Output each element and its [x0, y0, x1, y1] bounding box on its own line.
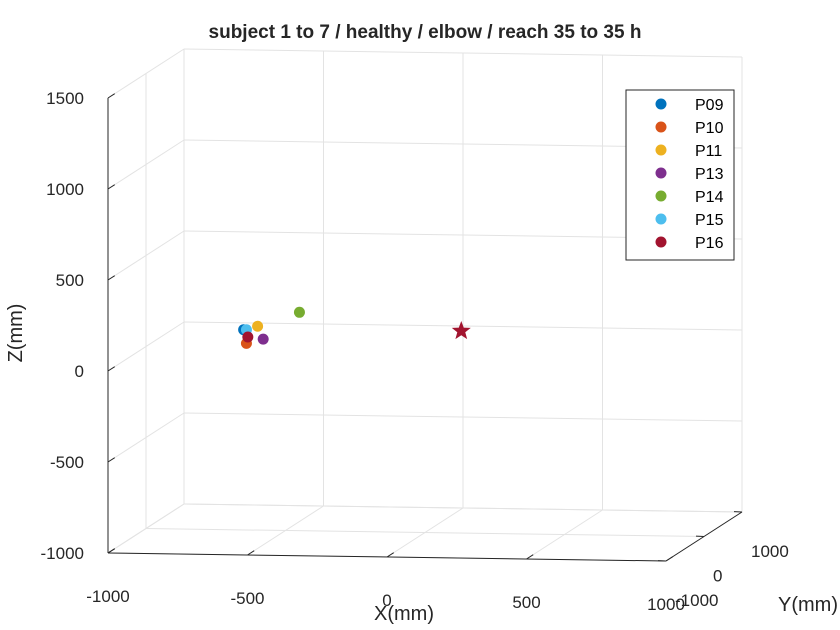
z-axis-label: Z(mm): [5, 304, 27, 363]
data-point-p16: [242, 331, 254, 343]
y-tick-label: 0: [713, 567, 722, 586]
grid-line: [183, 412, 743, 422]
legend: P09 P10 P11 P13 P14 P15 P16: [625, 89, 735, 261]
x-tick-mark: [247, 550, 255, 556]
x-tick-label: 1000: [647, 595, 685, 614]
x-tick-label: -1000: [86, 587, 129, 606]
x-tick-label: 0: [382, 591, 391, 610]
legend-label: P15: [695, 212, 724, 229]
x-tick-mark: [386, 552, 394, 558]
grid-line: [183, 48, 743, 58]
data-markers: [238, 306, 471, 349]
z-tick-label: -500: [50, 453, 84, 472]
legend-marker-p10: [655, 121, 667, 133]
legend-marker-p16: [655, 236, 667, 248]
z-tick-mark: [107, 184, 115, 190]
z-tick-mark: [107, 457, 115, 463]
data-point-p11: [252, 320, 264, 332]
z-tick-label: 1000: [46, 180, 84, 199]
chart-title: subject 1 to 7 / healthy / elbow / reach…: [209, 22, 642, 43]
x-axis-label: X(mm): [374, 603, 434, 625]
x-tick-label: 500: [512, 593, 540, 612]
grid-line: [183, 503, 743, 513]
legend-label: P11: [695, 143, 722, 160]
legend-label: P09: [695, 97, 724, 114]
grid-line: [107, 321, 185, 372]
z-tick-mark: [107, 366, 115, 372]
x-tick-mark: [665, 556, 673, 562]
legend-label: P13: [695, 166, 724, 183]
z-tick-label: 500: [56, 271, 84, 290]
legend-marker-p13: [655, 167, 667, 179]
x-tick-label: -500: [230, 589, 264, 608]
legend-marker-p09: [655, 98, 667, 110]
z-tick-mark: [107, 93, 115, 99]
grid-line: [107, 230, 185, 281]
legend-marker-p11: [655, 144, 667, 156]
legend-label: P10: [695, 120, 724, 137]
y-axis-label: Y(mm): [778, 594, 838, 616]
target-star-marker: [451, 321, 471, 340]
legend-label: P16: [695, 235, 724, 252]
z-tick-label: -1000: [41, 544, 84, 563]
legend-marker-p14: [655, 190, 667, 202]
y-tick-label: -1000: [675, 591, 718, 610]
x-tick-mark: [526, 554, 534, 560]
legend-label: P14: [695, 189, 724, 206]
grid-line: [107, 48, 185, 99]
grid-line: [107, 139, 185, 190]
z-tick-label: 0: [75, 362, 84, 381]
z-tick-mark: [107, 548, 115, 554]
axis-ticks: -1000 -500 0 500 1000-100001000-1000-5000500…: [41, 89, 789, 614]
z-tick-label: 1500: [46, 89, 84, 108]
data-point-p14: [293, 306, 305, 318]
legend-marker-p15: [655, 213, 667, 225]
data-point-p13: [257, 333, 269, 345]
grid-line: [145, 528, 705, 537]
legend-box: [625, 89, 735, 261]
grid-line: [107, 412, 185, 463]
y-tick-label: 1000: [751, 542, 789, 561]
z-tick-mark: [107, 275, 115, 281]
